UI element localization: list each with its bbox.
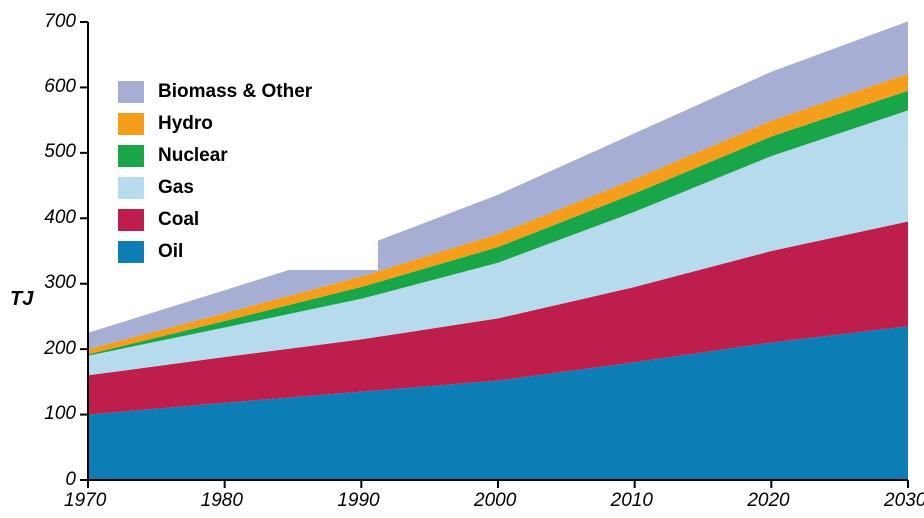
y-tick-label: 500 — [44, 141, 76, 163]
y-tick-label: 100 — [44, 403, 76, 425]
y-tick-label: 400 — [44, 207, 76, 229]
x-tick-label: 1970 — [64, 490, 106, 512]
legend-label-nuclear: Nuclear — [158, 145, 228, 167]
y-tick-label: 0 — [65, 469, 76, 491]
y-tick-label: 700 — [44, 11, 76, 33]
legend-label-gas: Gas — [158, 177, 194, 199]
legend-swatch-nuclear — [118, 145, 144, 167]
legend-item-oil: Oil — [118, 238, 378, 266]
legend-item-coal: Coal — [118, 206, 378, 234]
chart-legend: Biomass & Other Hydro Nuclear Gas Coal Oil — [118, 78, 378, 270]
y-tick-label: 200 — [44, 338, 76, 360]
legend-label-hydro: Hydro — [158, 113, 213, 135]
legend-label-biomass: Biomass & Other — [158, 81, 312, 103]
legend-swatch-gas — [118, 177, 144, 199]
legend-swatch-hydro — [118, 113, 144, 135]
y-tick-label: 300 — [44, 272, 76, 294]
x-tick-label: 1990 — [337, 490, 379, 512]
legend-label-oil: Oil — [158, 241, 183, 263]
legend-item-hydro: Hydro — [118, 110, 378, 138]
x-tick-label: 2010 — [611, 490, 653, 512]
legend-label-coal: Coal — [158, 209, 199, 231]
legend-swatch-biomass — [118, 81, 144, 103]
legend-item-biomass: Biomass & Other — [118, 78, 378, 106]
x-tick-label: 2000 — [474, 490, 516, 512]
energy-area-chart: TJ 0 100 200 300 400 500 600 700 1970 1980 1990 20… — [0, 0, 924, 518]
legend-item-nuclear: Nuclear — [118, 142, 378, 170]
y-tick-label: 600 — [44, 76, 76, 98]
x-tick-label: 2020 — [747, 490, 789, 512]
x-tick-label: 1980 — [201, 490, 243, 512]
x-tick-label: 2030 — [884, 490, 924, 512]
legend-item-gas: Gas — [118, 174, 378, 202]
y-axis-label: TJ — [10, 288, 33, 311]
legend-swatch-coal — [118, 209, 144, 231]
legend-swatch-oil — [118, 241, 144, 263]
